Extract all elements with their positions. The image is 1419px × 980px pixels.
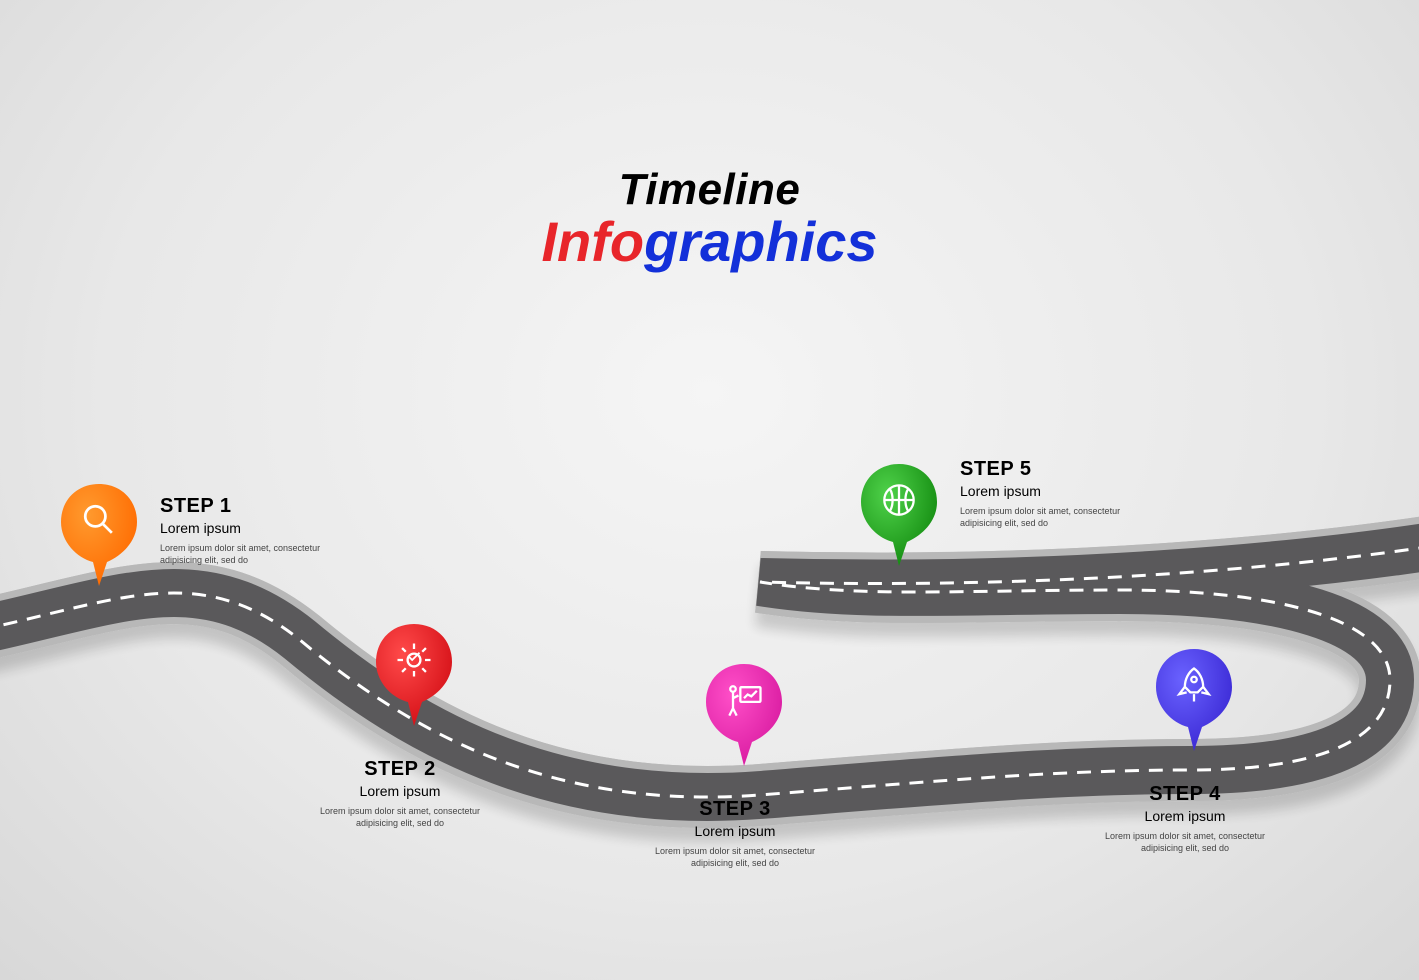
step-title: STEP 2 [310, 758, 490, 781]
step-block-step2: STEP 2 Lorem ipsum Lorem ipsum dolor sit a… [310, 758, 490, 829]
step-subtitle: Lorem ipsum [310, 783, 490, 799]
presentation-icon [722, 678, 766, 722]
step-subtitle: Lorem ipsum [645, 823, 825, 839]
step-title: STEP 3 [645, 798, 825, 821]
pin-step4 [1150, 645, 1238, 755]
step-description: Lorem ipsum dolor sit amet, consectetur … [960, 505, 1140, 529]
step-block-step5: STEP 5 Lorem ipsum Lorem ipsum dolor sit a… [960, 458, 1140, 529]
infographic-canvas: Timeline Infographics STEP 1 Lorem ipsum L… [0, 0, 1419, 980]
step-block-step3: STEP 3 Lorem ipsum Lorem ipsum dolor sit a… [645, 798, 825, 869]
step-block-step4: STEP 4 Lorem ipsum Lorem ipsum dolor sit a… [1095, 783, 1275, 854]
step-subtitle: Lorem ipsum [960, 483, 1140, 499]
pin-step2 [370, 620, 458, 730]
step-title: STEP 4 [1095, 783, 1275, 806]
gear-icon [392, 638, 436, 682]
step-title: STEP 1 [160, 495, 340, 518]
title-line2: Infographics [541, 209, 877, 274]
step-description: Lorem ipsum dolor sit amet, consectetur … [645, 845, 825, 869]
pin-step1 [55, 480, 143, 590]
title-part-info: Info [541, 210, 644, 273]
step-description: Lorem ipsum dolor sit amet, consectetur … [1095, 830, 1275, 854]
title-block: Timeline Infographics [541, 165, 877, 274]
step-block-step1: STEP 1 Lorem ipsum Lorem ipsum dolor sit a… [160, 495, 340, 566]
search-icon [77, 498, 121, 542]
pin-step3 [700, 660, 788, 770]
step-title: STEP 5 [960, 458, 1140, 481]
rocket-icon [1172, 663, 1216, 707]
step-subtitle: Lorem ipsum [1095, 808, 1275, 824]
pin-step5 [855, 460, 943, 570]
step-subtitle: Lorem ipsum [160, 520, 340, 536]
step-description: Lorem ipsum dolor sit amet, consectetur … [310, 805, 490, 829]
title-part-graphics: graphics [644, 210, 877, 273]
globe-icon [877, 478, 921, 522]
title-line1: Timeline [541, 165, 877, 215]
step-description: Lorem ipsum dolor sit amet, consectetur … [160, 542, 340, 566]
